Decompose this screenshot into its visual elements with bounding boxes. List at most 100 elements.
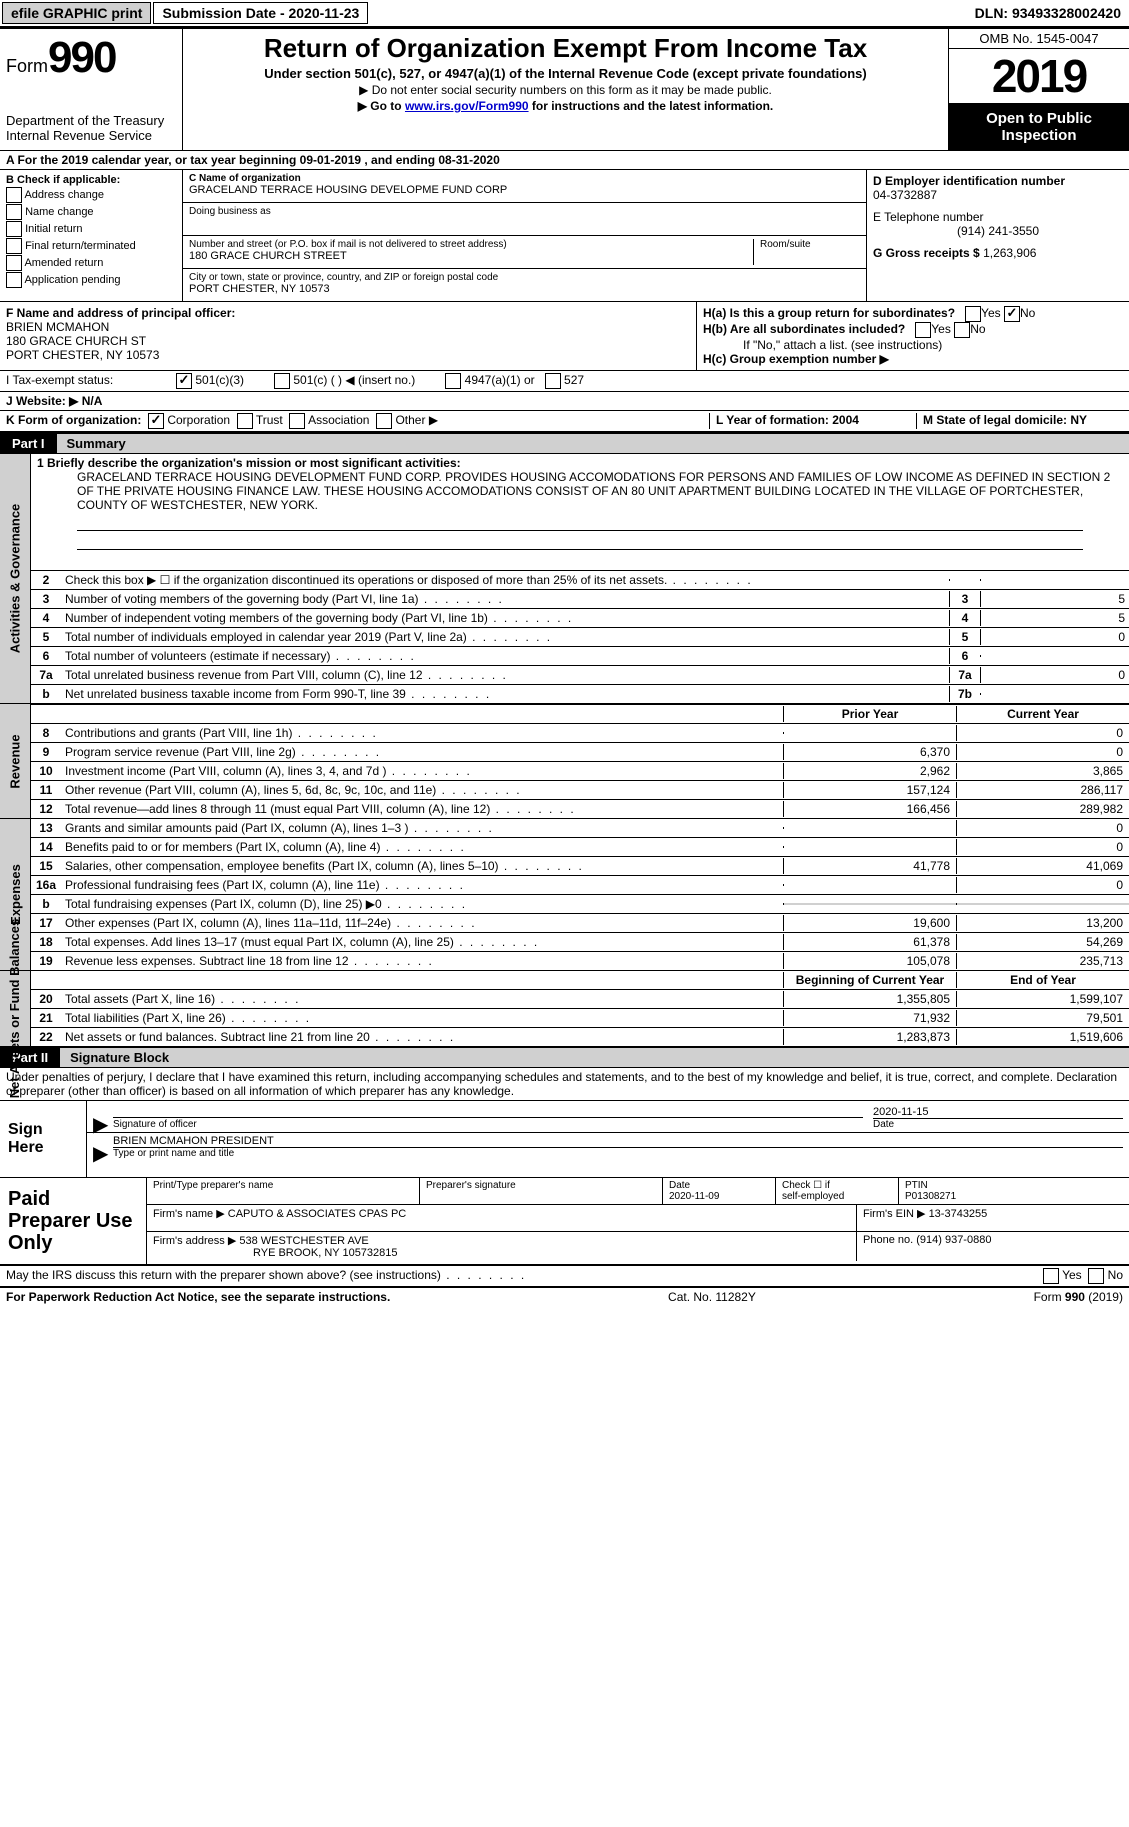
i-opt2: 4947(a)(1) or: [465, 373, 535, 387]
k-opt2: Association: [308, 413, 369, 427]
i-opt3: 527: [564, 373, 584, 387]
exp-row: 17Other expenses (Part IX, column (A), l…: [31, 914, 1129, 933]
gov-row: 7aTotal unrelated business revenue from …: [31, 666, 1129, 685]
dba-label: Doing business as: [189, 206, 860, 217]
mission-block: 1 Briefly describe the organization's mi…: [31, 454, 1129, 571]
hb-label: H(b) Are all subordinates included?: [703, 322, 905, 336]
checkbox-address[interactable]: [6, 187, 22, 203]
footer-left: For Paperwork Reduction Act Notice, see …: [6, 1290, 390, 1304]
i-527[interactable]: [545, 373, 561, 389]
footer-mid: Cat. No. 11282Y: [668, 1290, 756, 1304]
i-501c[interactable]: [274, 373, 290, 389]
sig-name-label: Type or print name and title: [113, 1147, 1123, 1159]
irs-link[interactable]: www.irs.gov/Form990: [405, 99, 529, 113]
ein-label: D Employer identification number: [873, 174, 1123, 188]
discuss-yes[interactable]: [1043, 1268, 1059, 1284]
arrow-icon: ▶: [93, 1120, 113, 1130]
room-label: Room/suite: [754, 239, 860, 265]
k-opt1: Trust: [256, 413, 283, 427]
discuss-yes-label: Yes: [1062, 1268, 1082, 1282]
k-other[interactable]: [376, 413, 392, 429]
yes-label2: Yes: [931, 322, 951, 336]
gov-row: 3Number of voting members of the governi…: [31, 590, 1129, 609]
section-b-c-d: B Check if applicable: Address change Na…: [0, 170, 1129, 302]
exp-row: bTotal fundraising expenses (Part IX, co…: [31, 895, 1129, 914]
paid-date: 2020-11-09: [669, 1191, 769, 1202]
rev-row: 8Contributions and grants (Part VIII, li…: [31, 724, 1129, 743]
hb-yes[interactable]: [915, 322, 931, 338]
k-label: K Form of organization:: [6, 413, 141, 427]
ein-value: 04-3732887: [873, 188, 1123, 202]
form-990-page: efile GRAPHIC print Submission Date - 20…: [0, 0, 1129, 1306]
addr1: 538 WESTCHESTER AVE: [239, 1235, 368, 1247]
ha-no[interactable]: [1004, 306, 1020, 322]
form-subtitle: Under section 501(c), 527, or 4947(a)(1)…: [189, 66, 942, 81]
vlabel-gov: Activities & Governance: [0, 454, 31, 703]
no-label: No: [1020, 306, 1035, 320]
state-domicile: M State of legal domicile: NY: [916, 413, 1123, 429]
rev-row: 12Total revenue—add lines 8 through 11 (…: [31, 800, 1129, 818]
instr2-post: for instructions and the latest informat…: [529, 99, 774, 113]
mission-q: 1 Briefly describe the organization's mi…: [37, 456, 1123, 470]
exp-row: 19Revenue less expenses. Subtract line 1…: [31, 952, 1129, 970]
street-value: 180 GRACE CHURCH STREET: [189, 250, 747, 262]
checkbox-initial[interactable]: [6, 221, 22, 237]
sig-officer-line: Signature of officer: [113, 1117, 863, 1130]
firm-label: Firm's name ▶: [153, 1208, 225, 1220]
k-corp[interactable]: [148, 413, 164, 429]
submission-date: Submission Date - 2020-11-23: [153, 2, 368, 24]
phone-label: Phone no.: [863, 1234, 913, 1246]
th-curr: Current Year: [956, 706, 1129, 722]
part2-title: Signature Block: [60, 1048, 1129, 1067]
opt-name: Name change: [25, 206, 94, 218]
k-assoc[interactable]: [289, 413, 305, 429]
checkbox-pending[interactable]: [6, 272, 22, 288]
i-501c3[interactable]: [176, 373, 192, 389]
opt-amended: Amended return: [24, 257, 103, 269]
tax-year: 2019: [949, 49, 1129, 104]
discuss-no-label: No: [1108, 1268, 1123, 1282]
checkbox-final[interactable]: [6, 238, 22, 254]
opt-final: Final return/terminated: [25, 240, 136, 252]
gov-row: 2Check this box ▶ ☐ if the organization …: [31, 571, 1129, 590]
vlabel-rev: Revenue: [0, 704, 31, 818]
th-prior: Prior Year: [783, 706, 956, 722]
rev-row: 11Other revenue (Part VIII, column (A), …: [31, 781, 1129, 800]
k-trust[interactable]: [237, 413, 253, 429]
ha-yes[interactable]: [965, 306, 981, 322]
form-label: Form: [6, 56, 48, 76]
hb-no[interactable]: [954, 322, 970, 338]
paid-preparer-block: Paid Preparer Use Only Print/Type prepar…: [0, 1178, 1129, 1266]
discuss-no[interactable]: [1088, 1268, 1104, 1284]
form-number: 990: [48, 33, 115, 82]
k-opt0: Corporation: [167, 413, 230, 427]
city-label: City or town, state or province, country…: [189, 272, 860, 283]
k-opt3: Other ▶: [395, 413, 438, 427]
rev-header: Prior Year Current Year: [31, 704, 1129, 724]
paid-h3: Date: [669, 1180, 769, 1191]
discuss-text: May the IRS discuss this return with the…: [6, 1268, 441, 1282]
line-j: J Website: ▶ N/A: [0, 392, 1129, 411]
checkbox-amended[interactable]: [6, 255, 22, 271]
discuss-row: May the IRS discuss this return with the…: [0, 1266, 1129, 1288]
addr-label: Firm's address ▶: [153, 1235, 236, 1247]
instr2-pre: ▶ Go to: [358, 99, 405, 113]
efile-button[interactable]: efile GRAPHIC print: [2, 2, 151, 24]
na-row: 20Total assets (Part X, line 16)1,355,80…: [31, 990, 1129, 1009]
box-d-e-g: D Employer identification number 04-3732…: [866, 170, 1129, 301]
gross-value: 1,263,906: [983, 246, 1036, 260]
open-to-public: Open to Public Inspection: [949, 104, 1129, 150]
part1-title: Summary: [57, 434, 1129, 453]
sign-here-label: Sign Here: [0, 1101, 87, 1177]
city-value: PORT CHESTER, NY 10573: [189, 283, 860, 295]
i-4947[interactable]: [445, 373, 461, 389]
box-b: B Check if applicable: Address change Na…: [0, 170, 183, 301]
checkbox-name[interactable]: [6, 204, 22, 220]
netassets-section: Net Assets or Fund Balances Beginning of…: [0, 971, 1129, 1047]
sig-date-label: Date: [873, 1118, 1123, 1130]
firm-ein: 13-3743255: [929, 1208, 988, 1220]
sig-date: 2020-11-15: [873, 1106, 1123, 1118]
top-bar: efile GRAPHIC print Submission Date - 20…: [0, 0, 1129, 29]
vlabel-na: Net Assets or Fund Balances: [0, 971, 31, 1046]
opt-initial: Initial return: [25, 223, 82, 235]
